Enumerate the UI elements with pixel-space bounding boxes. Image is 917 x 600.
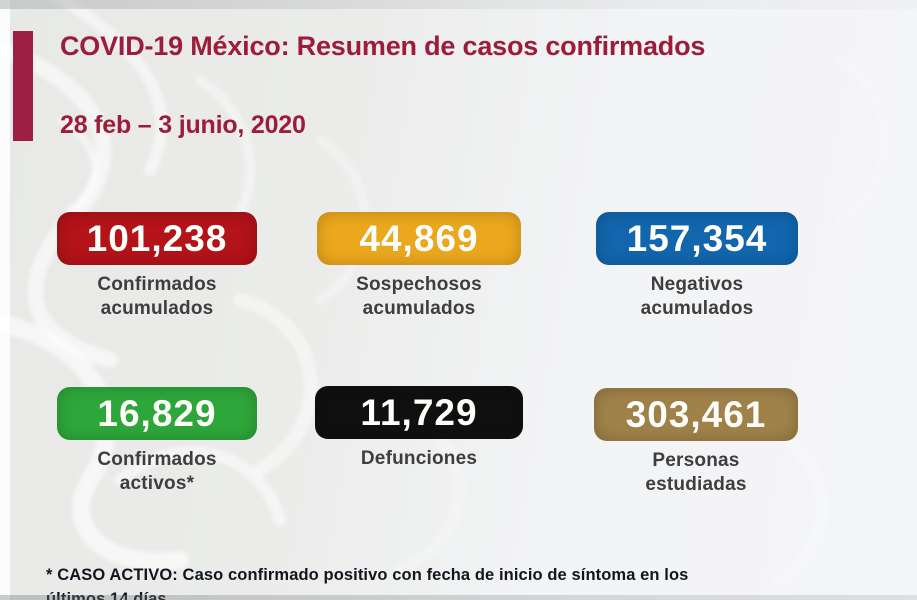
stat-label-line1: Negativos	[650, 274, 744, 295]
stat-label-line1: Confirmados	[97, 449, 217, 470]
stat-value-box: 44,869	[317, 212, 521, 265]
stat-label-line1: Personas	[652, 450, 740, 471]
stat-label-line2: acumulados	[362, 298, 476, 319]
stat-label: Personas estudiadas	[645, 449, 746, 497]
stat-label-line1: Confirmados	[97, 274, 217, 295]
stat-label-line2: estudiadas	[645, 474, 747, 495]
stat-label: Negativos acumulados	[641, 273, 754, 321]
title-accent-bar	[13, 31, 33, 141]
stat-label: Defunciones	[361, 447, 477, 471]
stat-negativos-acumulados: 157,354 Negativos acumulados	[596, 212, 798, 321]
stat-label-line2: acumulados	[100, 298, 214, 319]
stat-confirmados-activos: 16,829 Confirmados activos*	[57, 387, 257, 496]
footnote-line2: últimos 14 días	[46, 587, 876, 600]
stat-value-box: 11,729	[315, 386, 523, 439]
date-range: 28 feb – 3 junio, 2020	[60, 111, 306, 139]
stat-label-line2: activos*	[119, 473, 195, 494]
stat-label-line1: Defunciones	[360, 448, 478, 469]
stat-label: Confirmados acumulados	[97, 273, 216, 321]
footnote-line1: * CASO ACTIVO: Caso confirmado positivo …	[46, 566, 689, 584]
stat-value: 16,829	[97, 392, 217, 434]
top-edge-strip	[0, 0, 917, 9]
stat-label-line1: Sospechosos	[356, 274, 482, 295]
stat-value-box: 303,461	[594, 388, 798, 441]
stat-value: 157,354	[626, 217, 768, 259]
stat-label: Sospechosos acumulados	[356, 273, 482, 321]
stat-value-box: 157,354	[596, 212, 798, 265]
stat-sospechosos-acumulados: 44,869 Sospechosos acumulados	[317, 212, 521, 321]
stat-defunciones: 11,729 Defunciones	[315, 386, 523, 471]
stat-value-box: 101,238	[57, 212, 257, 265]
stat-value: 303,461	[625, 393, 767, 435]
active-case-footnote: * CASO ACTIVO: Caso confirmado positivo …	[46, 563, 876, 600]
stat-value: 101,238	[86, 217, 228, 259]
stat-value-box: 16,829	[57, 387, 257, 440]
stat-personas-estudiadas: 303,461 Personas estudiadas	[594, 388, 798, 497]
stat-label: Confirmados activos*	[97, 448, 216, 496]
stat-confirmados-acumulados: 101,238 Confirmados acumulados	[57, 212, 257, 321]
stat-value: 44,869	[359, 217, 479, 259]
stat-label-line2: acumulados	[640, 298, 754, 319]
page-title: COVID-19 México: Resumen de casos confir…	[60, 31, 706, 61]
stat-value: 11,729	[360, 391, 478, 433]
bottom-edge-strip	[0, 595, 917, 600]
